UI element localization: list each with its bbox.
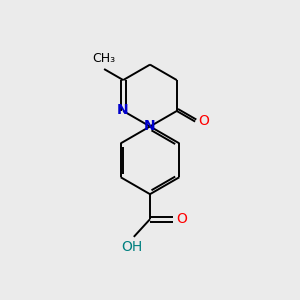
Text: CH₃: CH₃ (92, 52, 116, 65)
Text: OH: OH (122, 240, 143, 254)
Text: N: N (144, 119, 156, 133)
Text: O: O (176, 212, 187, 226)
Text: O: O (199, 114, 209, 128)
Text: N: N (117, 103, 128, 117)
